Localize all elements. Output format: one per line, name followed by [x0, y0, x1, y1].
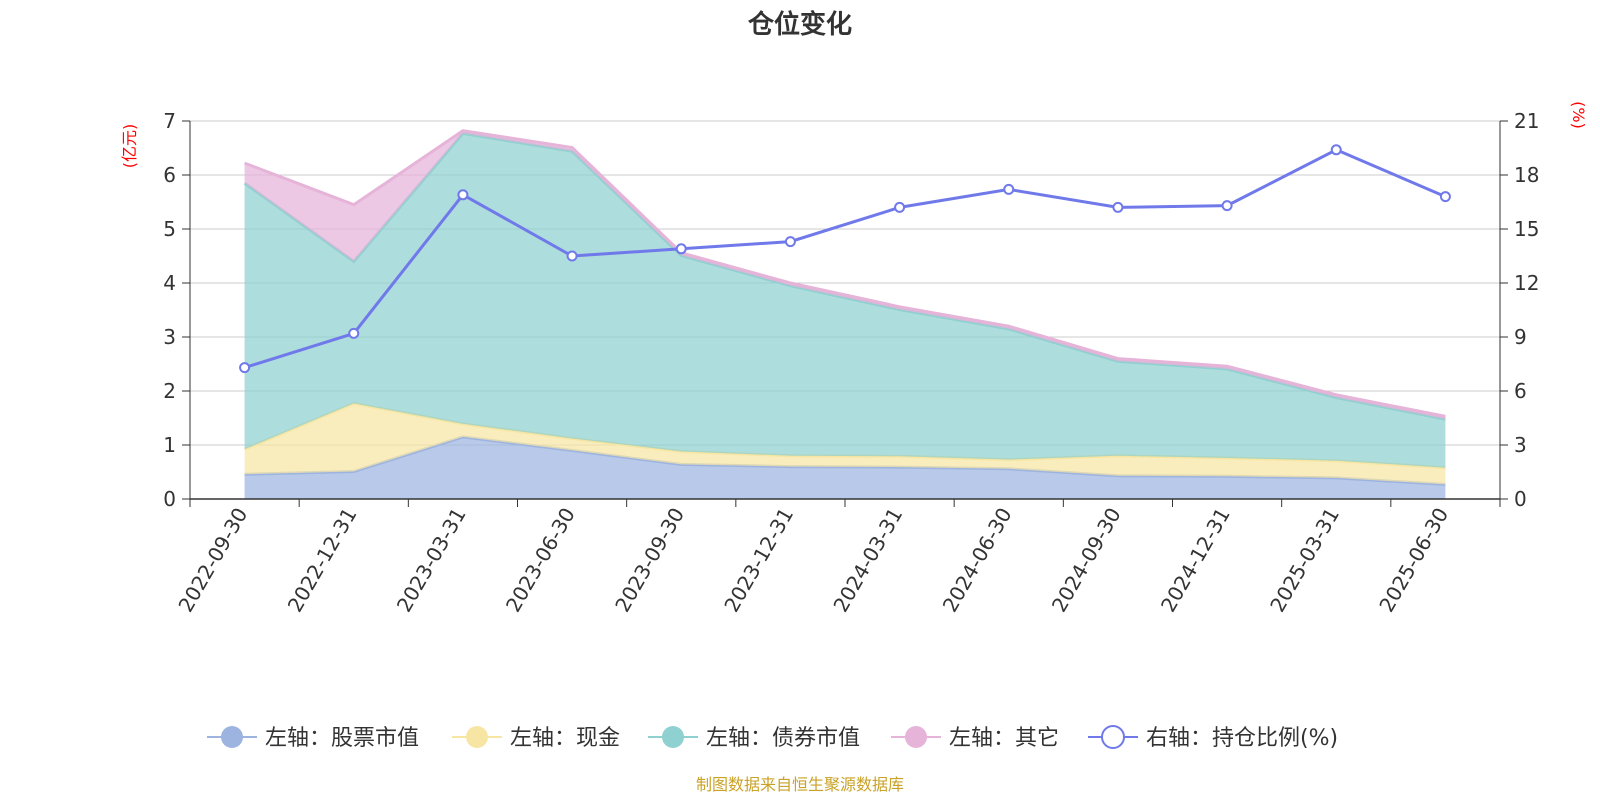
x-axis-tick-label: 2025-06-30 [1374, 504, 1453, 617]
x-axis-tick-label: 2022-09-30 [173, 504, 252, 617]
legend-swatch-marker [466, 726, 488, 748]
holding-ratio-line [244, 148, 1446, 370]
holding-ratio-point [1330, 144, 1342, 156]
right-axis-tick-label: 21 [1514, 109, 1539, 133]
source-note: 制图数据来自恒生聚源数据库 [696, 775, 904, 794]
x-axis-tick-label: 2024-12-31 [1156, 504, 1235, 617]
right-axis-tick-label: 12 [1514, 271, 1539, 295]
x-axis-tick-label: 2024-09-30 [1047, 504, 1126, 617]
line-layer [239, 144, 1451, 374]
left-axis-tick-label: 3 [163, 325, 176, 349]
x-axis-tick-label: 2023-06-30 [501, 504, 580, 617]
x-axis-tick-label: 2025-03-31 [1265, 504, 1344, 617]
right-axis-tick-label: 9 [1514, 325, 1527, 349]
legend-label: 左轴：其它 [949, 726, 1059, 751]
right-axis-tick-label: 0 [1514, 487, 1527, 511]
area-series-3 [244, 133, 1446, 468]
left-axis-tick-label: 2 [163, 379, 176, 403]
left-axis-tick-label: 6 [163, 163, 176, 187]
legend-swatch-marker [905, 726, 927, 748]
left-axis-unit: (亿元) [120, 124, 139, 169]
area-series-4-edge [244, 129, 1446, 418]
holding-ratio-point [566, 250, 578, 262]
holding-ratio-point [1221, 200, 1233, 212]
holding-ratio-point [1003, 183, 1015, 195]
legend-label: 左轴：债券市值 [706, 726, 860, 751]
x-axis-tick-label: 2024-06-30 [938, 504, 1017, 617]
holding-ratio-point [894, 201, 906, 213]
left-axis-tick-label: 0 [163, 487, 176, 511]
legend-label: 右轴：持仓比例(%) [1146, 726, 1338, 751]
chart-title: 仓位变化 [747, 9, 852, 40]
holding-ratio-point [457, 189, 469, 201]
holding-ratio-point [1112, 201, 1124, 213]
right-axis-tick-label: 3 [1514, 433, 1527, 457]
right-axis-tick-label: 18 [1514, 163, 1539, 187]
legend-swatch-marker [1101, 725, 1125, 749]
x-axis-tick-label: 2023-09-30 [610, 504, 689, 617]
holding-ratio-point [1439, 191, 1451, 203]
left-axis-tick-label: 1 [163, 433, 176, 457]
area-layer [243, 129, 1446, 499]
legend-label: 左轴：现金 [510, 726, 620, 751]
legend: 左轴：股票市值 左轴：现金 左轴：债券市值 左轴：其它 右轴：持仓比例(%) [207, 725, 1338, 751]
holding-ratio-point [239, 362, 251, 374]
legend-swatch-marker [221, 726, 243, 748]
left-axis-tick-label: 7 [163, 109, 176, 133]
legend-label: 左轴：股票市值 [265, 726, 419, 751]
x-axis-tick-label: 2024-03-31 [828, 504, 907, 617]
right-axis-tick-label: 15 [1514, 217, 1539, 241]
holding-ratio-point [784, 236, 796, 248]
x-axis-tick-label: 2023-12-31 [719, 504, 798, 617]
left-axis-tick-label: 5 [163, 217, 176, 241]
x-axis-tick-label: 2023-03-31 [392, 503, 471, 616]
holding-ratio-point [675, 243, 687, 255]
left-axis-tick-label: 4 [163, 271, 176, 295]
x-axis-tick-label: 2022-12-31 [283, 504, 362, 617]
legend-swatch-marker [662, 726, 684, 748]
right-axis-unit: (%) [1569, 101, 1588, 129]
holding-ratio-point [348, 327, 360, 339]
right-axis-tick-label: 6 [1514, 379, 1527, 403]
area-series-2 [244, 403, 1446, 485]
